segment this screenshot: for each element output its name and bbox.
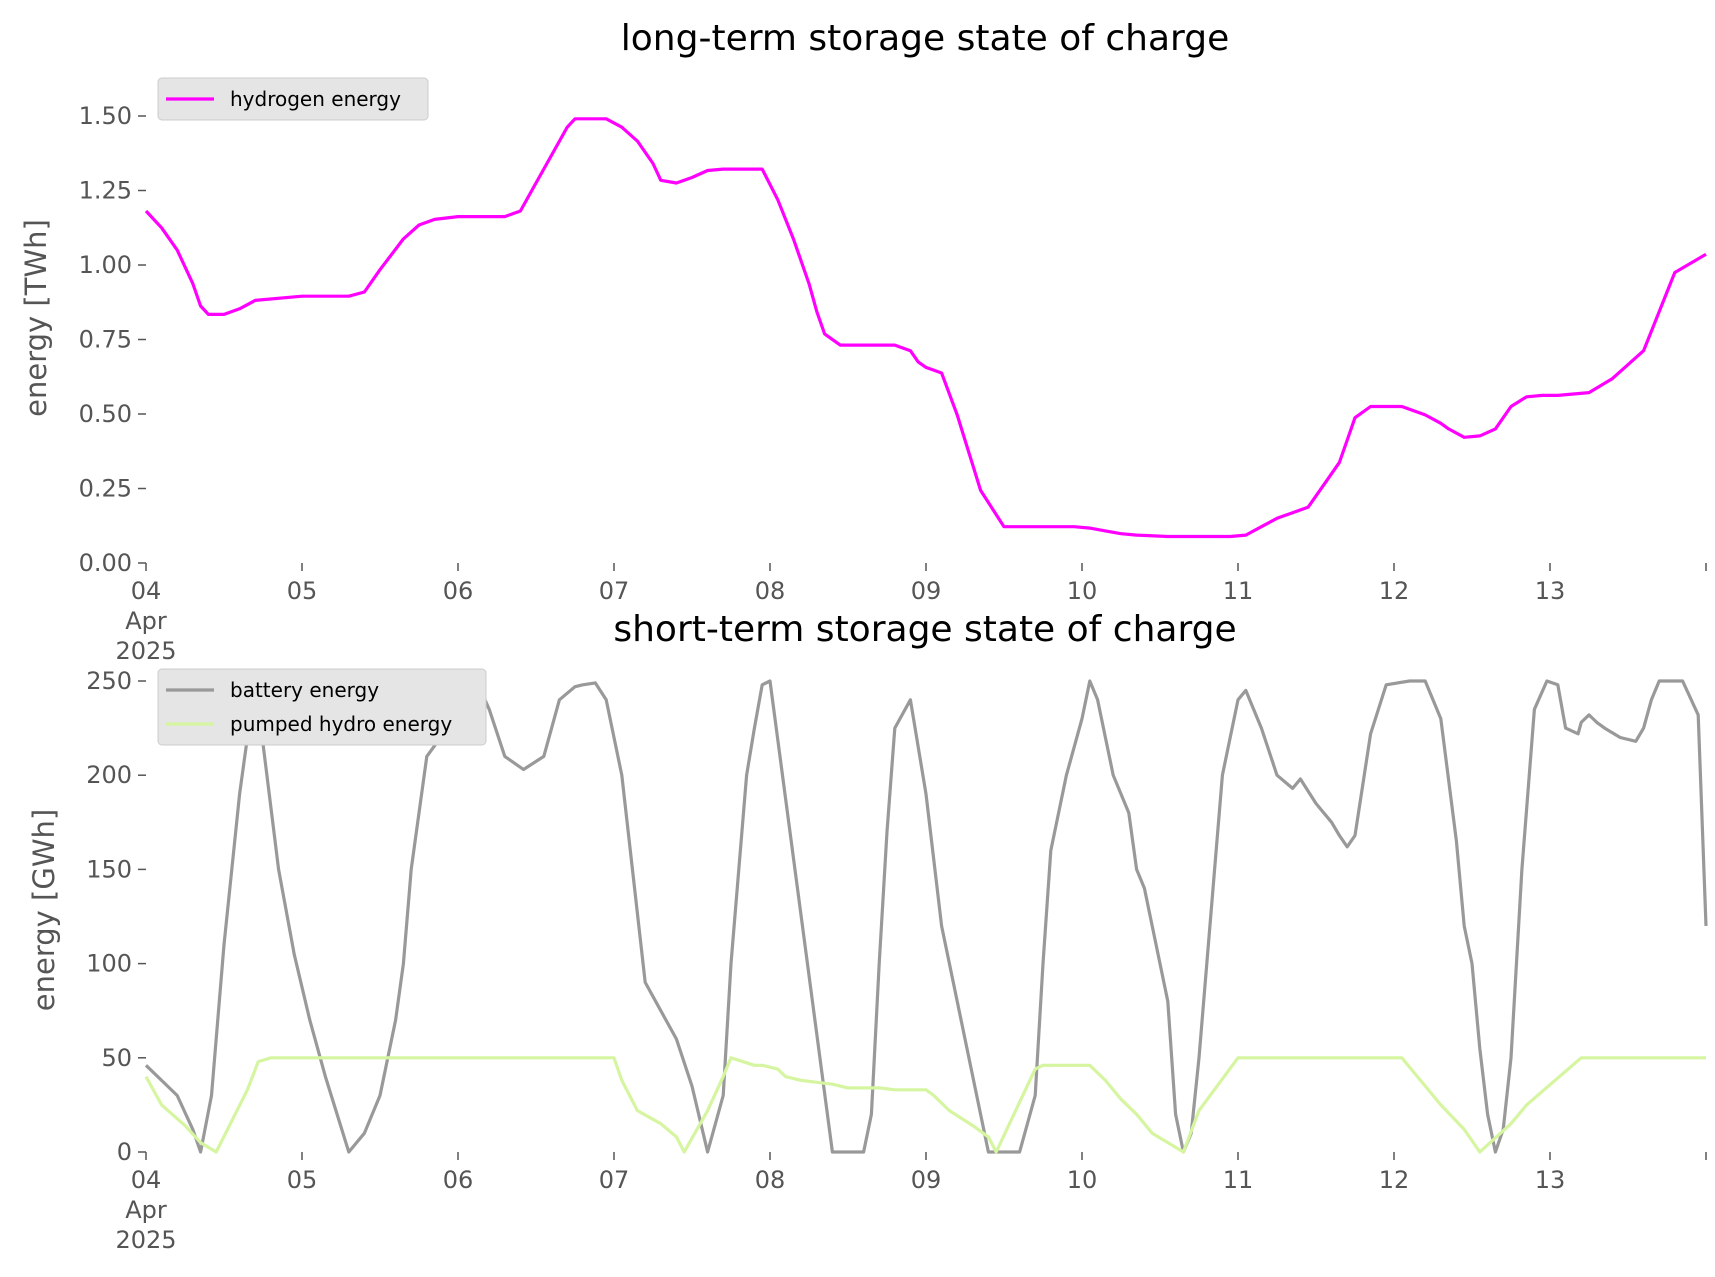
y-tick-label: 50 [101, 1044, 132, 1072]
y-axis: 0.00 0.25 0.50 0.75 1.00 1.25 1.50 [79, 102, 146, 577]
plot-area [144, 679, 1708, 1154]
x-tick-label: 07 [599, 577, 630, 605]
x-tick-label: 09 [911, 1166, 942, 1194]
y-tick-label: 0.25 [79, 475, 132, 503]
y-tick-label: 1.50 [79, 102, 132, 130]
legend-label: hydrogen energy [230, 87, 401, 111]
x-tick-sublabel: Apr [125, 607, 167, 635]
x-tick-label: 06 [443, 1166, 474, 1194]
y-tick-label: 0.00 [79, 549, 132, 577]
x-tick-label: 08 [755, 1166, 786, 1194]
y-axis: 0 50 100 150 200 250 [86, 667, 146, 1166]
series-line [144, 117, 1707, 539]
y-axis-label: energy [TWh] [19, 219, 53, 417]
x-tick-label: 07 [599, 1166, 630, 1194]
x-tick-label: 04 [131, 577, 162, 605]
x-tick-label: 08 [755, 577, 786, 605]
x-tick-label: 10 [1067, 1166, 1098, 1194]
short-term-panel: short-term storage state of charge energ… [27, 609, 1708, 1254]
x-tick-label: 12 [1379, 1166, 1410, 1194]
legend-label: battery energy [230, 678, 379, 702]
y-tick-label: 0.50 [79, 400, 132, 428]
chart-title: long-term storage state of charge [621, 18, 1229, 59]
x-tick-label: 12 [1379, 577, 1410, 605]
y-tick-label: 250 [86, 667, 132, 695]
legend: battery energy pumped hydro energy [157, 668, 487, 746]
x-tick-sublabel: 2025 [115, 1226, 176, 1254]
x-tick-label: 10 [1067, 577, 1098, 605]
x-tick-label: 06 [443, 577, 474, 605]
chart-title: short-term storage state of charge [613, 609, 1236, 650]
legend-label: pumped hydro energy [230, 712, 452, 736]
x-tick-label: 11 [1223, 1166, 1254, 1194]
legend: hydrogen energy [157, 77, 429, 121]
y-tick-label: 1.00 [79, 251, 132, 279]
y-tick-label: 100 [86, 950, 132, 978]
legend-box [157, 668, 487, 746]
x-tick-label: 05 [287, 1166, 318, 1194]
plot-area [144, 117, 1707, 539]
series-line [144, 679, 1708, 1154]
y-tick-label: 150 [86, 855, 132, 883]
x-tick-label: 13 [1535, 577, 1566, 605]
x-tick-label: 13 [1535, 1166, 1566, 1194]
x-tick-label: 05 [287, 577, 318, 605]
x-tick-label: 04 [131, 1166, 162, 1194]
x-tick-label: 09 [911, 577, 942, 605]
x-tick-label: 11 [1223, 577, 1254, 605]
y-tick-label: 0.75 [79, 326, 132, 354]
y-tick-label: 0 [117, 1138, 132, 1166]
y-axis-label: energy [GWh] [27, 809, 61, 1011]
long-term-panel: long-term storage state of charge energy… [19, 18, 1707, 665]
series-line [144, 1056, 1706, 1154]
x-tick-sublabel: Apr [125, 1196, 167, 1224]
y-tick-label: 1.25 [79, 177, 132, 205]
x-tick-sublabel: 2025 [115, 637, 176, 665]
y-tick-label: 200 [86, 761, 132, 789]
legend-box [157, 77, 429, 121]
